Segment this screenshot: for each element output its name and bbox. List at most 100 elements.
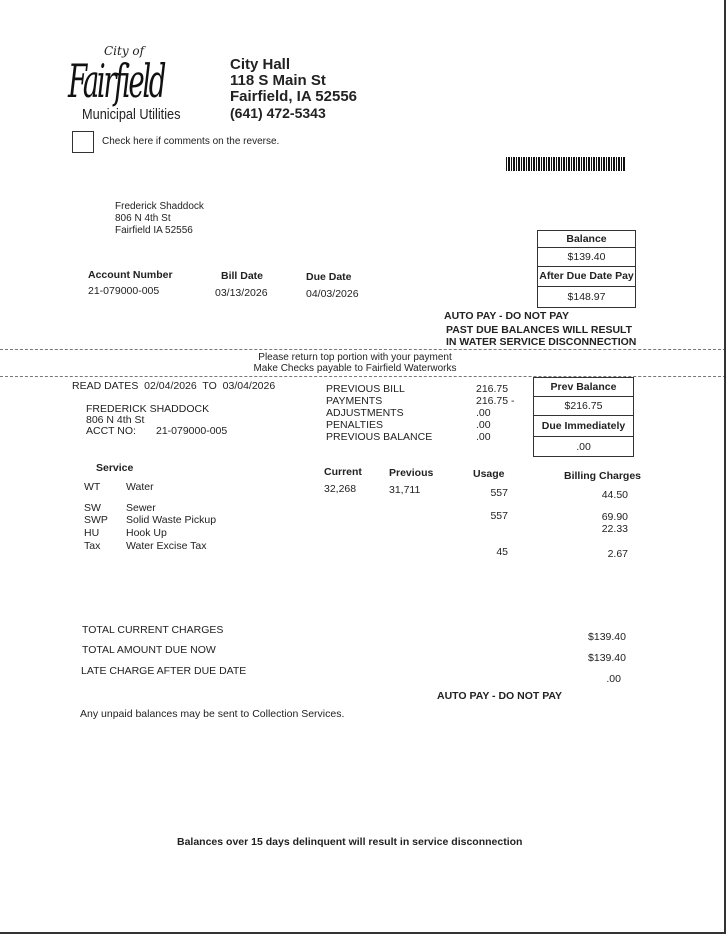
divider <box>0 376 724 377</box>
past-due-notice: PAST DUE BALANCES WILL RESULT IN WATER S… <box>446 324 636 348</box>
prev-balance-box: Prev Balance $216.75 Due Immediately .00 <box>533 377 634 457</box>
total-due-value: $139.40 <box>588 652 626 664</box>
read-to: 03/04/2026 <box>222 380 276 392</box>
service-name: Water Excise Tax <box>126 540 207 552</box>
org-street: 118 S Main St <box>230 72 326 89</box>
return-notice: Please return top portion with your paym… <box>0 352 710 374</box>
logo-municipal: Municipal Utilities <box>82 106 181 123</box>
prev-row-value: .00 <box>476 431 491 443</box>
due-date-label: Due Date <box>306 271 352 283</box>
prev-row-value: .00 <box>476 419 491 431</box>
return-line-1: Please return top portion with your paym… <box>258 352 452 363</box>
comments-checkbox-label: Check here if comments on the reverse. <box>102 136 280 147</box>
prev-row-label: PREVIOUS BALANCE <box>326 431 433 443</box>
prev-row-label: PENALTIES <box>326 419 383 431</box>
stub-name: FREDERICK SHADDOCK <box>86 403 210 415</box>
service-charge: 22.33 <box>601 523 628 535</box>
service-code: SW <box>84 502 101 514</box>
prev-row-value: .00 <box>476 407 491 419</box>
customer-street: 806 N 4th St <box>115 213 171 224</box>
customer-address: Frederick Shaddock 806 N 4th St Fairfiel… <box>115 201 204 237</box>
account-label: Account Number <box>88 269 173 281</box>
total-current-label: TOTAL CURRENT CHARGES <box>82 624 224 636</box>
prev-row: PENALTIES .00 <box>326 419 526 431</box>
acct-number: 21-079000-005 <box>155 425 228 437</box>
stub-address: FREDERICK SHADDOCK 806 N 4th St ACCT NO:… <box>86 404 227 437</box>
acct-label: ACCT NO: <box>86 425 136 437</box>
tear-line <box>0 349 724 350</box>
service-usage: 45 <box>496 546 508 558</box>
prev-balance-value: $216.75 <box>534 400 633 416</box>
past-due-line-2: IN WATER SERVICE DISCONNECTION <box>446 336 637 348</box>
service-code: WT <box>84 481 101 493</box>
service-usage: 557 <box>490 487 508 499</box>
prev-row-value: 216.75 <box>476 383 509 395</box>
read-dates-label: READ DATES <box>72 380 139 392</box>
service-usage: 557 <box>490 510 508 522</box>
balance-label: Balance <box>538 233 635 248</box>
previous-summary: PREVIOUS BILL 216.75 PAYMENTS 216.75 - ADJUS… <box>326 383 526 443</box>
usage-header: Usage <box>473 468 505 480</box>
service-charge: 44.50 <box>601 489 628 501</box>
balance-value: $139.40 <box>538 251 635 267</box>
barcode <box>506 157 626 171</box>
org-city: Fairfield, IA 52556 <box>230 88 358 105</box>
late-charge-label: LATE CHARGE AFTER DUE DATE <box>81 665 247 677</box>
previous-header: Previous <box>389 467 434 479</box>
return-line-2: Make Checks payable to Fairfield Waterwo… <box>253 363 457 374</box>
logo-fairfield: Fairfield <box>68 54 166 108</box>
service-code: SWP <box>84 514 108 526</box>
due-immediately-label: Due Immediately <box>534 420 633 437</box>
due-date: 04/03/2026 <box>306 288 359 300</box>
disconnect-notice: Balances over 15 days delinquent will re… <box>177 836 523 848</box>
service-charge: 2.67 <box>607 548 628 560</box>
service-charge: 69.90 <box>601 511 628 523</box>
service-current: 32,268 <box>324 483 357 495</box>
prev-row-label: PAYMENTS <box>326 395 383 407</box>
account-number: 21-079000-005 <box>88 285 160 297</box>
service-name: Sewer <box>126 502 156 514</box>
collections-notice: Any unpaid balances may be sent to Colle… <box>80 708 345 720</box>
after-due-value: $148.97 <box>567 291 606 303</box>
bill-date-label: Bill Date <box>221 270 264 282</box>
charges-header: Billing Charges <box>564 470 642 482</box>
due-immediately-value: .00 <box>576 441 591 453</box>
prev-row-label: PREVIOUS BILL <box>326 383 405 395</box>
prev-row-label: ADJUSTMENTS <box>326 407 404 419</box>
service-name: Water <box>126 481 154 493</box>
service-name: Solid Waste Pickup <box>126 514 217 526</box>
total-due-label: TOTAL AMOUNT DUE NOW <box>82 644 216 656</box>
to-label: TO <box>202 380 217 392</box>
prev-row: PREVIOUS BALANCE .00 <box>326 431 526 443</box>
customer-name: Frederick Shaddock <box>115 201 204 212</box>
prev-row: PREVIOUS BILL 216.75 <box>326 383 526 395</box>
logo-city-of: City of <box>104 44 145 58</box>
stub-street: 806 N 4th St <box>86 414 145 426</box>
prev-row-value: 216.75 - <box>476 395 515 407</box>
org-phone: (641) 472-5343 <box>230 105 326 121</box>
fairfield-logo: City of Fairfield Municipal Utilities <box>68 44 218 124</box>
comments-checkbox[interactable] <box>72 131 94 153</box>
org-name: City Hall <box>230 56 291 73</box>
service-name: Hook Up <box>126 527 167 539</box>
current-header: Current <box>324 466 362 478</box>
service-header: Service <box>96 462 134 474</box>
read-dates: READ DATES 02/04/2026 TO 03/04/2026 <box>72 380 275 392</box>
service-previous: 31,711 <box>389 484 421 496</box>
late-charge-value: .00 <box>606 673 621 685</box>
bill-date: 03/13/2026 <box>215 287 268 299</box>
customer-city: Fairfield IA 52556 <box>115 225 193 236</box>
org-address: City Hall 118 S Main St Fairfield, IA 52… <box>230 56 358 122</box>
prev-row: PAYMENTS 216.75 - <box>326 395 526 407</box>
autopay-notice: AUTO PAY - DO NOT PAY <box>444 310 570 322</box>
read-from: 02/04/2026 <box>144 380 197 392</box>
prev-row: ADJUSTMENTS .00 <box>326 407 526 419</box>
service-code: Tax <box>84 540 101 552</box>
past-due-line-1: PAST DUE BALANCES WILL RESULT <box>446 324 633 336</box>
after-due-label: After Due Date Pay <box>538 270 635 287</box>
autopay-notice-bottom: AUTO PAY - DO NOT PAY <box>437 690 563 702</box>
total-current-value: $139.40 <box>588 631 626 643</box>
service-code: HU <box>84 527 100 539</box>
prev-balance-label: Prev Balance <box>534 381 633 397</box>
